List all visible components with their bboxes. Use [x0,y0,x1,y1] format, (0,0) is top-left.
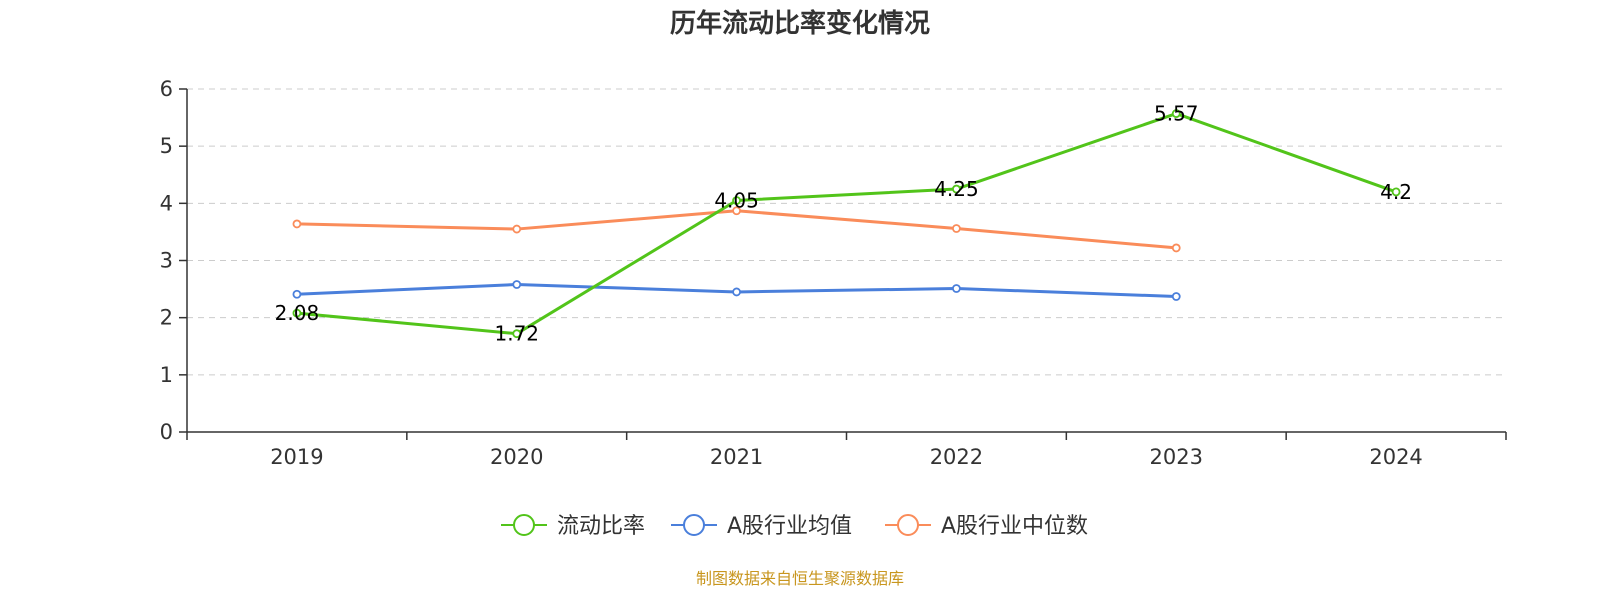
data-label: 4.25 [934,177,979,201]
data-point[interactable] [952,284,961,293]
legend-item-1[interactable]: A股行业均值 [671,514,852,539]
series-line-0 [296,112,1397,336]
data-point[interactable] [512,280,522,289]
legend-label: A股行业均值 [727,514,852,539]
series-line-2 [296,209,1177,250]
legend-circle-icon [513,514,535,536]
data-point[interactable] [292,289,302,299]
data-point[interactable] [1171,292,1181,301]
grid-lines [187,88,1506,376]
data-label: 5.57 [1154,102,1199,126]
legend-label: 流动比率 [557,514,645,539]
data-point[interactable] [1171,243,1181,253]
y-tick-label: 3 [160,249,173,273]
y-tick-label: 0 [160,420,173,444]
legend-item-2[interactable]: A股行业中位数 [885,514,1088,539]
data-point[interactable] [732,196,741,205]
x-tick-label: 2020 [490,445,543,469]
data-point[interactable] [732,206,741,216]
data-point[interactable] [732,287,741,297]
x-tick-label: 2024 [1369,445,1422,469]
data-point[interactable] [952,184,961,194]
legend-circle-icon [683,514,705,536]
axes: 0 1 2 3 4 5 6 2019 2020 2021 2022 2023 2024 [160,77,1507,469]
data-label: 1.72 [494,322,539,346]
data-point[interactable] [1391,187,1401,197]
x-tick-label: 2021 [710,445,763,469]
source-note: 制图数据来自恒生聚源数据库 [696,569,904,588]
data-point[interactable] [292,219,302,229]
data-point[interactable] [512,224,522,234]
y-tick-label: 1 [160,363,173,387]
x-tick-label: 2023 [1150,445,1203,469]
legend-item-0[interactable]: 流动比率 [501,514,645,539]
y-tick-label: 2 [160,306,173,330]
data-point[interactable] [292,308,302,318]
series-lines [292,109,1401,339]
data-labels: 2.08 1.72 4.05 4.25 5.57 4.2 [275,102,1412,346]
x-tick-label: 2022 [930,445,983,469]
y-tick-label: 6 [160,77,173,101]
data-point[interactable] [952,224,961,233]
data-point[interactable] [512,329,522,339]
legend-label: A股行业中位数 [941,514,1088,539]
data-label: 4.05 [714,188,759,212]
legend[interactable]: 流动比率 A股行业均值 A股行业中位数 [501,514,1088,539]
x-tick-label: 2019 [270,445,323,469]
y-tick-label: 5 [160,134,173,158]
chart-title: 历年流动比率变化情况 [670,8,930,39]
y-tick-label: 4 [160,191,173,215]
data-label: 2.08 [275,301,320,325]
data-label: 4.2 [1380,180,1412,204]
data-point[interactable] [1171,109,1181,118]
legend-circle-icon [897,514,919,536]
